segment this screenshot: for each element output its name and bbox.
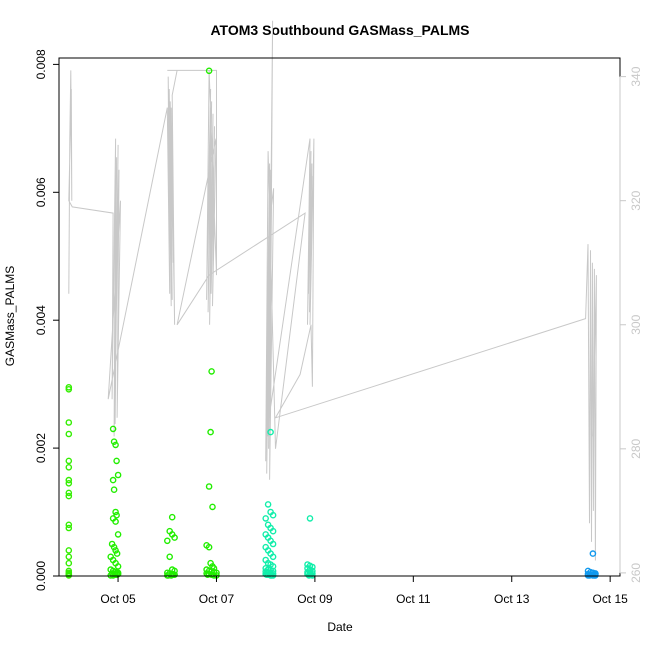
data-point: [262, 515, 270, 522]
data-point: [205, 67, 213, 75]
data-point: [65, 492, 73, 500]
x-axis-label: Date: [327, 620, 353, 634]
y-tick-label: 0.004: [34, 305, 48, 335]
data-point: [109, 476, 117, 484]
chart-title: ATOM3 Southbound GASMass_PALMS: [210, 22, 469, 38]
data-point: [65, 547, 73, 554]
data-point: [163, 572, 171, 579]
data-point: [65, 463, 73, 471]
secondary-series-line: [68, 20, 597, 561]
series-4: [262, 428, 277, 579]
data-point: [269, 527, 277, 535]
x-tick-label: Oct 09: [297, 592, 333, 606]
y-axis-label: GASMass_PALMS: [3, 266, 17, 366]
data-point: [269, 540, 277, 548]
data-point: [210, 572, 218, 579]
data-point: [65, 430, 73, 438]
data-point: [112, 547, 119, 554]
data-point: [112, 508, 119, 516]
x-tick-label: Oct 13: [494, 592, 530, 606]
plot-frame: [58, 57, 621, 577]
data-point: [588, 571, 595, 579]
plot-area: Oct 05 Oct 07 Oct 09 Oct 11 Oct 13 Oct 15 0.00…: [34, 20, 643, 606]
data-point: [110, 438, 118, 446]
data-point: [264, 501, 272, 508]
series-0: [65, 383, 73, 579]
y2-tick-label: 320: [629, 190, 643, 210]
y-tick-label: 0.002: [34, 433, 48, 463]
data-point: [208, 368, 215, 375]
data-point: [113, 550, 121, 557]
y-tick-label: 0.006: [34, 177, 48, 207]
data-point: [209, 503, 216, 511]
y2-tick-label: 260: [629, 563, 643, 583]
data-point: [112, 518, 119, 525]
data-point: [65, 524, 73, 532]
series-3: [203, 67, 220, 579]
data-point: [591, 572, 598, 579]
data-point: [65, 457, 73, 465]
y-tick-label: 0.000: [34, 561, 48, 591]
data-point: [65, 572, 73, 579]
series-6: [584, 550, 599, 579]
data-point: [114, 563, 122, 570]
data-point: [65, 476, 73, 484]
data-point: [205, 483, 213, 490]
data-point: [163, 537, 171, 545]
y2-tick-label: 300: [629, 314, 643, 334]
data-point: [113, 511, 120, 519]
data-point: [267, 428, 274, 436]
y-tick-label: 0.008: [34, 49, 48, 79]
data-point: [65, 521, 73, 529]
data-point: [110, 543, 118, 551]
data-point: [204, 571, 211, 579]
data-point: [112, 441, 119, 449]
x-tick-label: Oct 05: [100, 592, 136, 606]
data-point: [589, 550, 597, 557]
data-point: [65, 479, 73, 487]
data-point: [65, 559, 73, 567]
data-point: [205, 543, 213, 551]
x-tick-label: Oct 11: [396, 592, 431, 606]
data-point: [168, 513, 176, 521]
y2-tick-label: 280: [629, 438, 643, 458]
data-point: [207, 428, 214, 436]
series-2: [163, 513, 178, 579]
x-tick-label: Oct 07: [199, 592, 235, 606]
x-tick-label: Oct 15: [592, 592, 628, 606]
series-1: [107, 425, 122, 579]
data-point: [65, 419, 73, 426]
data-point: [269, 511, 277, 519]
y2-tick-label: 340: [629, 66, 643, 86]
data-point: [268, 572, 275, 579]
data-point: [65, 489, 73, 497]
data-point: [307, 571, 315, 579]
data-point: [114, 471, 122, 479]
data-point: [166, 553, 173, 561]
data-point: [109, 425, 117, 433]
data-point: [306, 515, 314, 522]
data-point: [65, 553, 73, 561]
data-point: [110, 486, 118, 494]
data-point: [65, 383, 73, 391]
data-point: [169, 571, 177, 579]
data-point: [269, 553, 277, 561]
data-point: [171, 534, 178, 541]
series-5: [304, 515, 316, 579]
data-point: [114, 531, 122, 538]
data-point: [113, 457, 120, 465]
